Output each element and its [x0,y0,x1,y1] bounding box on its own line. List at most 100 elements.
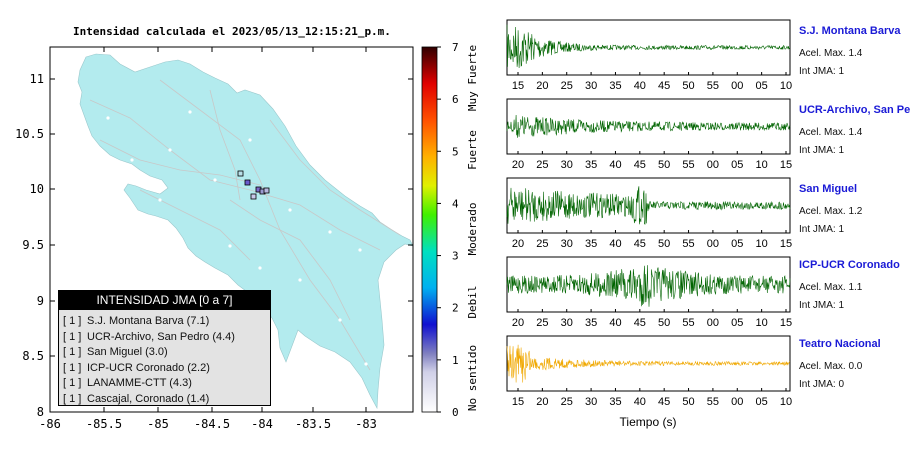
station-accel: Acel. Max. 1.4 [799,127,863,138]
map-roads [89,79,401,371]
time-tick-label: 35 [585,317,597,329]
time-tick-label: 30 [561,317,573,329]
time-tick-label: 05 [756,80,768,92]
intensity-colorbar: 7 6 5 4 3 2 1 0 Muy Fuerte Fuerte Moderado Debi… [421,41,479,419]
time-tick-label: 30 [585,80,597,92]
station-jma: Int JMA: 1 [799,224,845,235]
station-accel: Acel. Max. 0.0 [799,361,863,372]
lat-tick-label: 10.5 [15,127,44,141]
colorbar-tick-label: 7 [452,41,459,54]
map-town-dots [106,110,368,366]
time-tick-label: 15 [780,238,792,250]
legend-station: UCR-Archivo, San Pedro (4.4) [87,330,235,343]
station-jma: Int JMA: 1 [799,66,845,77]
time-tick-label: 50 [682,80,694,92]
station-markers [237,170,270,200]
cat-debil: Debil [466,285,479,318]
time-tick-label: 20 [536,396,548,408]
colorbar-tick-label: 2 [452,302,459,315]
intensity-legend: INTENSIDAD JMA [0 a 7] [ 1 ] S.J. Montana… [58,290,271,406]
time-tick-label: 25 [536,317,548,329]
legend-row: [ 1 ] S.J. Montana Barva (7.1) [63,314,270,330]
time-tick-label: 30 [561,159,573,171]
legend-level: [ 1 ] [63,315,82,327]
colorbar-ticks: 7 6 5 4 3 2 1 0 [437,41,459,419]
cat-no-sentido: No sentido [466,345,479,411]
time-tick-label: 55 [682,159,694,171]
time-tick-label: 55 [707,80,719,92]
time-tick-label: 25 [536,159,548,171]
lat-tick-label: 9.5 [22,238,44,252]
legend-station: ICP-UCR Coronado (2.2) [87,361,210,374]
time-tick-label: 15 [780,317,792,329]
seismogram-panel: 20 25 30 35 40 45 50 55 00 05 10 15 [506,98,792,171]
lat-tick-label: 10 [30,182,44,196]
time-tick-label: 50 [682,396,694,408]
time-tick-label: 00 [707,159,719,171]
time-tick-label: 10 [756,159,768,171]
colorbar-categories: Muy Fuerte Fuerte Moderado Debil No sent… [466,45,479,411]
time-tick-label: 55 [682,238,694,250]
time-tick-label: 15 [780,159,792,171]
time-tick-label: 25 [536,238,548,250]
colorbar-tick-label: 1 [452,354,459,367]
costa-rica-landmass [77,53,414,410]
colorbar-tick-label: 0 [452,406,459,419]
lat-tick-label: 8 [37,405,44,419]
time-tick-label: 40 [609,159,621,171]
map-frame [49,46,414,413]
station-name: San Miguel [799,183,858,195]
time-tick-label: 50 [658,159,670,171]
time-tick-label: 25 [561,80,573,92]
time-tick-label: 50 [658,238,670,250]
time-tick-label: 05 [731,159,743,171]
legend-station: LANAMME-CTT (4.3) [87,377,192,390]
lat-tick-label: 8.5 [22,349,44,363]
time-tick-label: 20 [512,159,524,171]
time-tick-label: 10 [756,317,768,329]
time-tick-label: 20 [536,80,548,92]
legend-row: [ 1 ] ICP-UCR Coronado (2.2) [63,361,270,377]
seismogram-panel: 15 20 25 30 35 40 45 50 55 00 05 10 [506,335,792,408]
legend-row: [ 1 ] LANAMME-CTT (4.3) [63,376,270,392]
seismo-xlabel: Tiempo (s) [620,415,677,429]
time-tick-label: 00 [731,396,743,408]
waveform-trace [506,114,791,138]
time-tick-label: 40 [634,396,646,408]
time-tick-label: 10 [756,238,768,250]
time-tick-label: 00 [707,317,719,329]
seismogram-panel: 15 20 25 30 35 40 45 50 55 00 05 10 [506,19,792,92]
time-tick-label: 15 [512,80,524,92]
colorbar-tick-label: 6 [452,93,459,106]
time-tick-label: 35 [609,396,621,408]
colorbar-tick-label: 5 [452,145,459,158]
waveform-trace [506,265,791,307]
lon-tick-label: -84 [251,417,273,431]
time-tick-label: 25 [561,396,573,408]
waveform-trace [506,186,791,225]
legend-row: [ 1 ] San Miguel (3.0) [63,345,270,361]
legend-row: [ 1 ] UCR-Archivo, San Pedro (4.4) [63,330,270,346]
time-tick-label: 45 [658,80,670,92]
time-tick-label: 40 [609,238,621,250]
station-jma: Int JMA: 0 [799,379,845,390]
station-jma: Int JMA: 1 [799,300,845,311]
map-axes: 11 10.5 10 9.5 9 8.5 8-86 -85.5 -85 -84.5 -84 -83.5… [15,47,413,431]
time-tick-label: 40 [634,80,646,92]
legend-level: [ 1 ] [63,377,82,390]
time-tick-label: 35 [609,80,621,92]
cat-moderado: Moderado [466,203,479,256]
station-name: UCR-Archivo, San Pedro [799,104,910,116]
waveform-trace [506,344,791,383]
legend-level: [ 1 ] [63,361,82,374]
map-title: Intensidad calculada el 2023/05/13_12:15… [73,25,391,38]
time-tick-label: 20 [512,317,524,329]
legend-row: [ 1 ] Cascajal, Coronado (1.4) [63,392,270,408]
time-tick-label: 45 [634,317,646,329]
lon-tick-label: -83.5 [295,417,331,431]
time-tick-label: 30 [561,238,573,250]
time-tick-label: 05 [731,238,743,250]
station-accel: Acel. Max. 1.2 [799,206,863,217]
seismogram-panel: 20 25 30 35 40 45 50 55 00 05 10 15 [506,177,792,250]
time-tick-label: 55 [682,317,694,329]
